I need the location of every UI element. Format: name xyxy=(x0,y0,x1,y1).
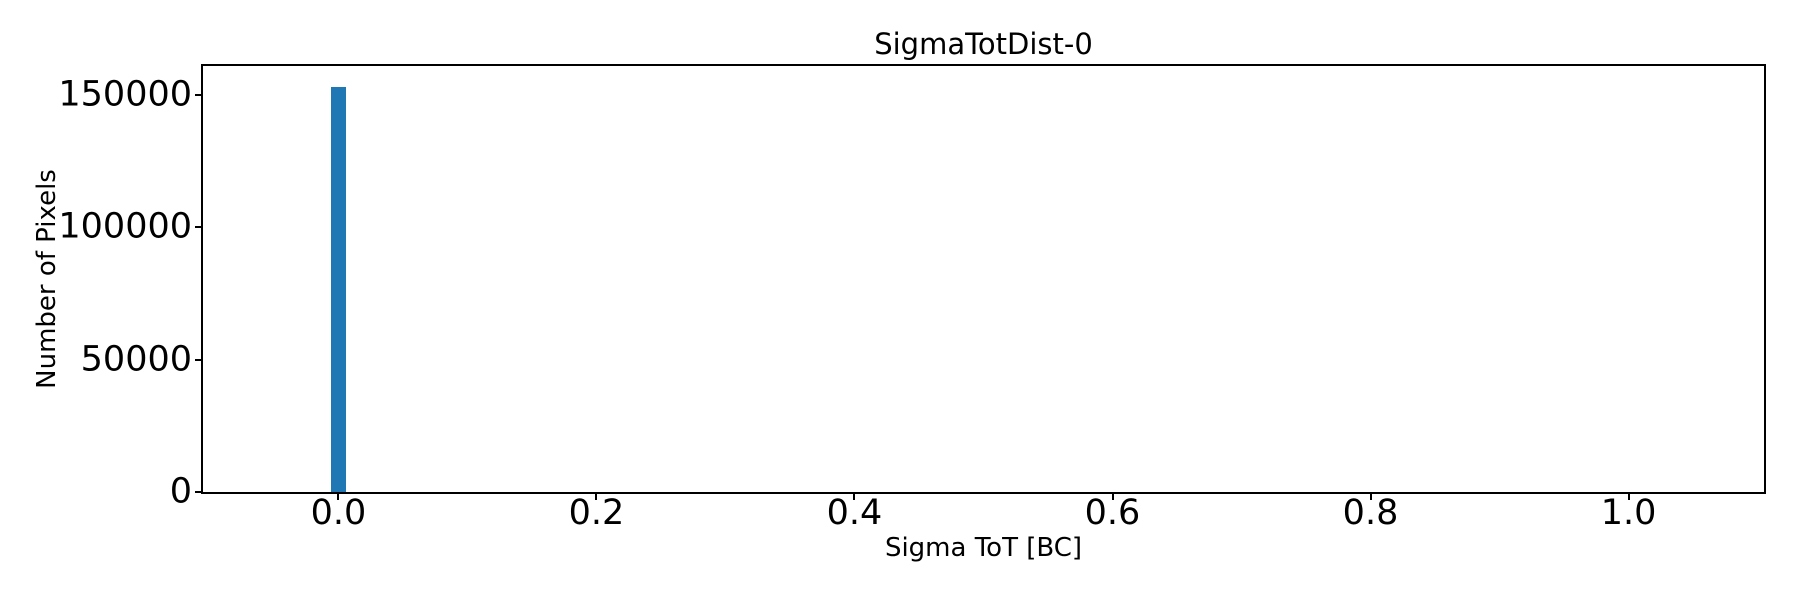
x-tick-mark xyxy=(337,493,340,500)
x-tick-mark xyxy=(1627,493,1630,500)
y-tick-label: 150000 xyxy=(58,74,192,115)
x-tick-mark xyxy=(853,493,856,500)
y-axis-label: Number of Pixels xyxy=(32,169,62,389)
x-tick-mark xyxy=(1111,493,1114,500)
x-tick-label: 1.0 xyxy=(1600,493,1657,533)
x-axis-label: Sigma ToT [BC] xyxy=(884,533,1083,563)
plot-area xyxy=(201,64,1766,494)
histogram-bar xyxy=(330,87,346,492)
x-tick-label: 0.0 xyxy=(310,493,367,533)
x-tick-label: 0.4 xyxy=(826,493,883,533)
x-tick-label: 0.2 xyxy=(568,493,625,533)
y-tick-mark xyxy=(195,491,202,493)
y-tick-mark xyxy=(195,226,202,229)
chart-title: SigmaTotDist-0 xyxy=(874,27,1093,61)
y-tick-label: 0 xyxy=(169,471,192,512)
y-tick-label: 50000 xyxy=(80,339,192,380)
x-tick-label: 0.6 xyxy=(1084,493,1141,533)
y-tick-label: 100000 xyxy=(58,206,192,247)
x-tick-mark xyxy=(595,493,598,500)
y-tick-mark xyxy=(195,94,202,97)
y-tick-mark xyxy=(195,358,202,361)
x-tick-mark xyxy=(1369,493,1372,500)
x-tick-label: 0.8 xyxy=(1342,493,1399,533)
